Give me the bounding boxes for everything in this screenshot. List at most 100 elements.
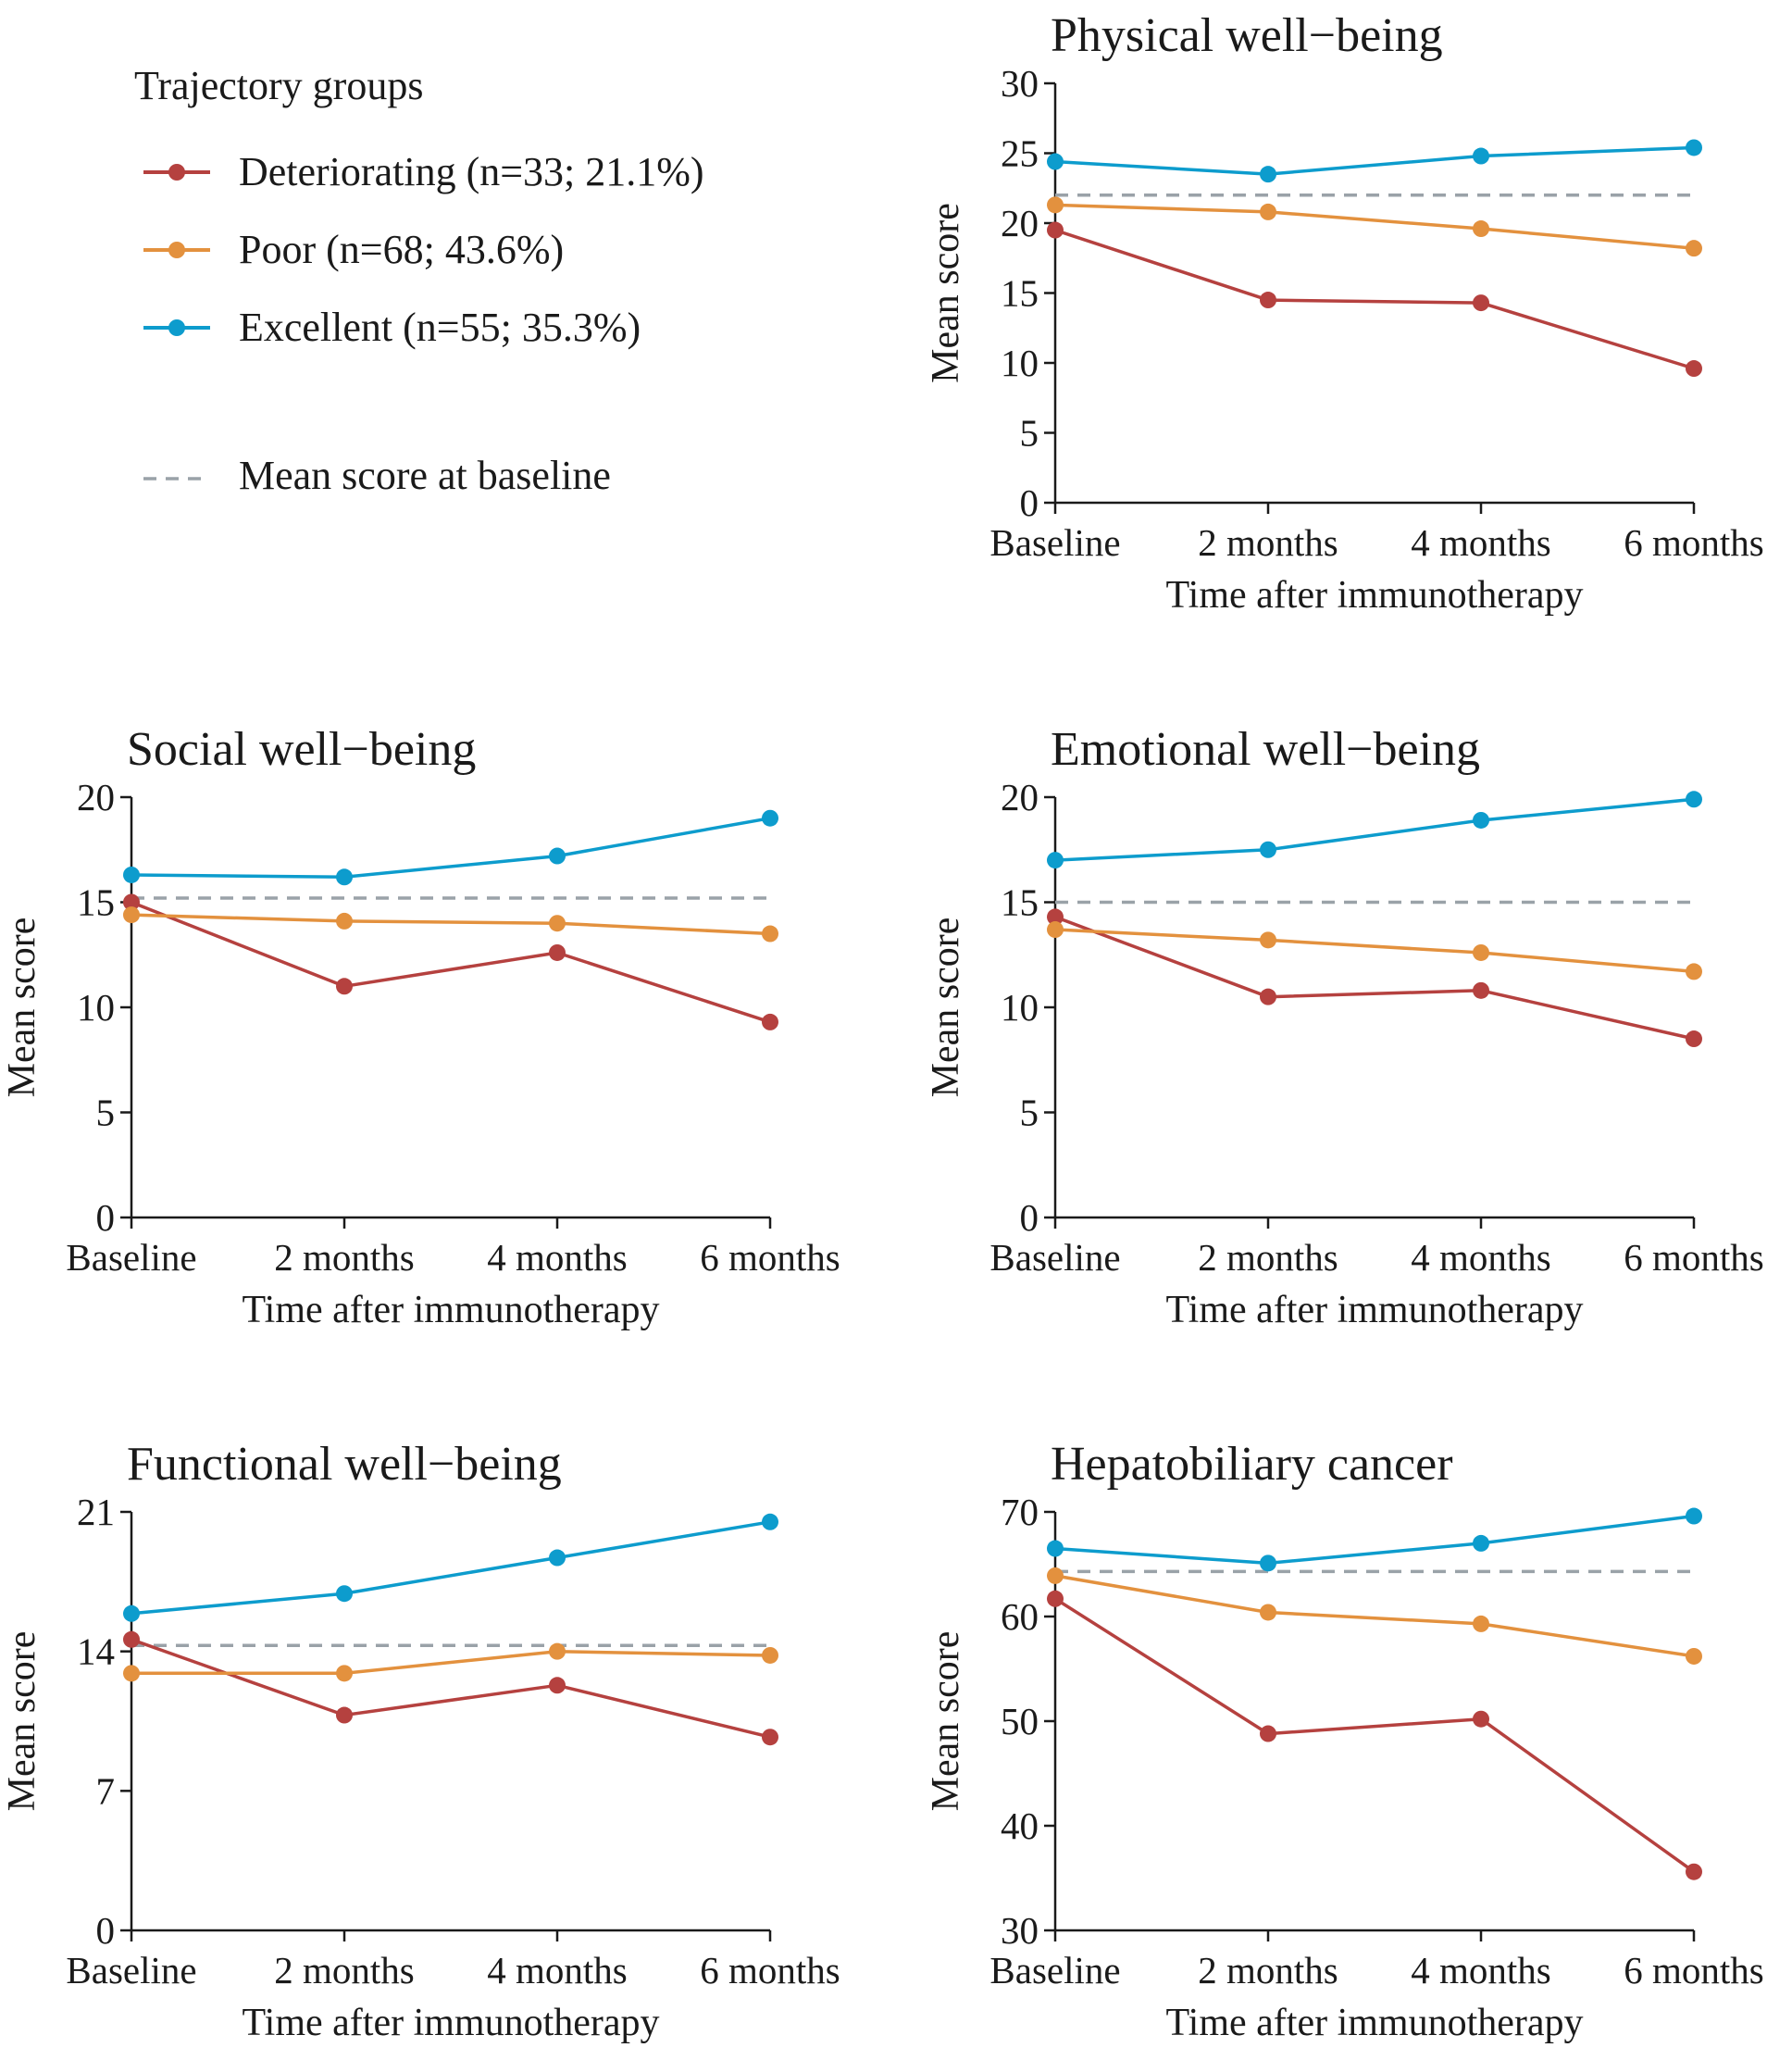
- x-tick-label: Baseline: [989, 521, 1120, 564]
- data-point-excellent: [1473, 1534, 1489, 1552]
- y-tick-label: 15: [77, 881, 115, 924]
- data-point-poor: [1260, 203, 1276, 220]
- data-point-deteriorating: [1473, 981, 1489, 999]
- x-axis-title: Time after immunotherapy: [242, 1289, 659, 1331]
- data-point-deteriorating: [1047, 221, 1064, 239]
- legend-label-baseline: Mean score at baseline: [239, 453, 611, 498]
- data-point-poor: [1686, 963, 1702, 980]
- data-point-poor: [1047, 196, 1064, 214]
- x-tick-label: 4 months: [487, 1236, 628, 1279]
- y-tick-label: 30: [1001, 1909, 1039, 1952]
- x-tick-label: Baseline: [66, 1949, 196, 1991]
- y-tick-label: 10: [1001, 986, 1039, 1029]
- series-line-poor: [1054, 203, 1695, 250]
- data-point-deteriorating: [123, 1630, 140, 1648]
- chart-panel-5: Hepatobiliary cancer 30 40 50 60 70 Baseline 2 …: [925, 1438, 1764, 2044]
- series-line-deteriorating: [1054, 1597, 1696, 1874]
- data-point-deteriorating: [549, 1677, 566, 1694]
- y-tick-label: 70: [1001, 1491, 1039, 1533]
- series-line-poor: [1054, 1574, 1695, 1658]
- data-point-deteriorating: [762, 1013, 778, 1030]
- x-axis-title: Time after immunotherapy: [1165, 2002, 1583, 2044]
- data-point-poor: [336, 1665, 353, 1682]
- x-tick-label: 6 months: [700, 1949, 840, 1991]
- data-point-excellent: [549, 1549, 566, 1567]
- data-point-deteriorating: [1686, 1030, 1702, 1048]
- data-point-excellent: [1473, 147, 1489, 165]
- data-point-excellent: [123, 1604, 140, 1622]
- x-axis-title: Time after immunotherapy: [242, 2002, 659, 2044]
- data-point-excellent: [1686, 791, 1702, 808]
- x-tick-label: 2 months: [1198, 1949, 1338, 1991]
- y-tick-label: 20: [1001, 776, 1039, 818]
- data-point-poor: [549, 915, 566, 932]
- y-axis-title: Mean score: [1, 918, 44, 1098]
- data-point-poor: [123, 1665, 140, 1682]
- data-point-deteriorating: [762, 1729, 778, 1746]
- data-point-excellent: [549, 847, 566, 865]
- data-point-deteriorating: [1473, 294, 1489, 312]
- x-axis-title: Time after immunotherapy: [1165, 1289, 1583, 1331]
- y-tick-label: 15: [1001, 881, 1039, 924]
- data-point-deteriorating: [1686, 1863, 1702, 1880]
- series-line-deteriorating: [1054, 915, 1695, 1041]
- data-point-poor: [1260, 931, 1276, 949]
- legend-label-deteriorating: Deteriorating (n=33; 21.1%): [239, 149, 704, 194]
- data-point-deteriorating: [1686, 360, 1702, 378]
- y-tick-label: 0: [96, 1909, 116, 1952]
- y-tick-label: 5: [96, 1092, 116, 1134]
- y-tick-label: 30: [1001, 62, 1039, 105]
- data-point-poor: [123, 906, 140, 924]
- chart-title: Functional well−being: [127, 1438, 562, 1491]
- series-line-excellent: [131, 1520, 771, 1616]
- data-point-poor: [1686, 1647, 1702, 1665]
- data-point-poor: [1473, 1615, 1489, 1632]
- legend-label-excellent: Excellent (n=55; 35.3%): [239, 305, 641, 350]
- y-tick-label: 25: [1001, 132, 1039, 175]
- legend: Trajectory groups Deteriorating (n=33; 2…: [134, 63, 704, 498]
- x-tick-label: 2 months: [274, 1949, 415, 1991]
- data-point-excellent: [1047, 153, 1064, 170]
- data-point-poor: [1473, 943, 1489, 961]
- x-tick-label: 6 months: [1624, 1949, 1764, 1991]
- data-point-poor: [549, 1642, 566, 1660]
- chart-title: Social well−being: [127, 723, 476, 776]
- data-point-excellent: [762, 1513, 778, 1530]
- data-point-deteriorating: [549, 943, 566, 961]
- series-line-poor: [131, 913, 771, 936]
- y-axis-title: Mean score: [925, 1631, 967, 1812]
- series-line-deteriorating: [131, 1638, 771, 1739]
- y-tick-label: 20: [77, 776, 115, 818]
- data-point-deteriorating: [1260, 292, 1276, 309]
- x-tick-label: 6 months: [1624, 1236, 1764, 1279]
- y-tick-label: 15: [1001, 272, 1039, 315]
- data-point-deteriorating: [1047, 908, 1064, 926]
- y-tick-label: 20: [1001, 202, 1039, 244]
- data-point-excellent: [123, 866, 140, 883]
- series-line-deteriorating: [1054, 228, 1695, 370]
- y-tick-label: 40: [1001, 1804, 1039, 1847]
- x-tick-label: 6 months: [1624, 521, 1764, 564]
- series-line-excellent: [131, 816, 771, 880]
- series-line-poor: [1054, 928, 1695, 974]
- x-tick-label: 4 months: [1411, 1236, 1551, 1279]
- data-point-deteriorating: [1260, 988, 1276, 1005]
- data-point-excellent: [1260, 841, 1276, 858]
- y-tick-label: 60: [1001, 1595, 1039, 1638]
- x-tick-label: 6 months: [700, 1236, 840, 1279]
- x-tick-label: 4 months: [1411, 521, 1551, 564]
- data-point-excellent: [1260, 1554, 1276, 1572]
- data-point-excellent: [1686, 1507, 1702, 1525]
- chart-title: Hepatobiliary cancer: [1051, 1438, 1453, 1491]
- x-tick-label: 4 months: [1411, 1949, 1551, 1991]
- series-line-excellent: [1054, 145, 1695, 176]
- data-point-deteriorating: [123, 893, 140, 911]
- x-tick-label: 2 months: [1198, 521, 1338, 564]
- y-tick-label: 10: [1001, 342, 1039, 384]
- y-tick-label: 0: [1020, 1196, 1039, 1239]
- chart-panel-1: Physical well−being 0 5 10 15 20 25 30 Baseline 2…: [925, 9, 1764, 617]
- x-tick-label: Baseline: [66, 1236, 196, 1279]
- data-point-excellent: [336, 1585, 353, 1603]
